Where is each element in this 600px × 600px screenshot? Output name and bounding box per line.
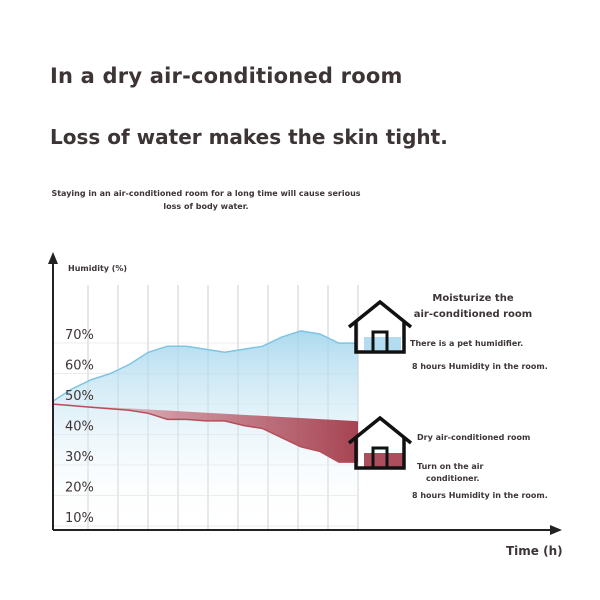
series-red-line xyxy=(52,403,358,463)
x-axis-arrow xyxy=(550,525,562,535)
page-subtitle: Loss of water makes the skin tight. xyxy=(50,125,448,149)
y-tick-labels: 10% 20% 30% 40% 50% 60% 70% xyxy=(65,328,94,526)
y-tick-label: 40% xyxy=(65,420,94,435)
x-axis-label: Time (h) xyxy=(506,544,563,558)
series-blue-line xyxy=(52,330,358,402)
y-tick-label: 20% xyxy=(65,481,94,496)
page-title: In a dry air-conditioned room xyxy=(50,64,403,88)
series-red-area xyxy=(53,404,358,463)
moist-footer: 8 hours Humidity in the room. xyxy=(412,362,548,371)
series-areas xyxy=(52,330,358,530)
y-axis-arrow xyxy=(48,252,58,264)
dry-title: Dry air-conditioned room xyxy=(417,433,530,442)
y-tick-label: 60% xyxy=(65,359,94,374)
moist-note: There is a pet humidifier. xyxy=(410,339,523,348)
y-tick-label: 70% xyxy=(65,328,94,343)
y-axis-label: Humidity (%) xyxy=(68,264,127,273)
moist-title-line1: Moisturize the xyxy=(432,293,513,304)
house-icon xyxy=(347,415,413,470)
y-tick-label: 10% xyxy=(65,511,94,526)
dry-note-line2: conditioner. xyxy=(426,474,479,483)
series-blue-area xyxy=(53,330,358,530)
dry-footer: 8 hours Humidity in the room. xyxy=(412,491,548,500)
axes xyxy=(48,252,562,535)
moist-title-line2: air-conditioned room xyxy=(414,309,532,320)
house-icon xyxy=(347,299,413,354)
dry-note-line1: Turn on the air xyxy=(417,462,484,471)
y-tick-label: 30% xyxy=(65,450,94,465)
chart-caption: Staying in an air-conditioned room for a… xyxy=(51,189,361,211)
y-tick-label: 50% xyxy=(65,389,94,404)
